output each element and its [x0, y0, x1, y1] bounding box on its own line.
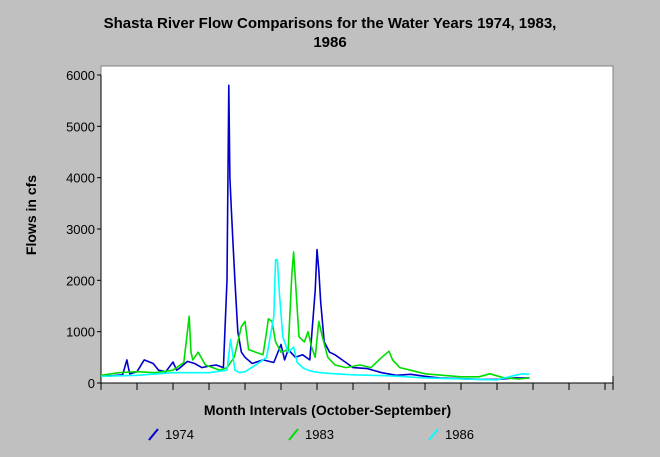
series-line-1986: [100, 258, 530, 381]
legend-item-1983: 1983: [287, 424, 334, 444]
legend-swatch-line: [148, 428, 159, 441]
legend-swatch-line: [428, 428, 439, 441]
legend-item-1986: 1986: [427, 424, 474, 444]
series-line-1983: [100, 251, 530, 380]
axes: 0 1000 2000 3000 4000 5000 6000: [66, 68, 614, 391]
legend-swatch-1974: [148, 428, 159, 441]
y-tick-label: 4000: [66, 171, 95, 186]
legend-swatch-1986: [428, 428, 439, 441]
y-tick-label: 2000: [66, 273, 95, 288]
legend-swatch-1983: [288, 428, 299, 441]
series-lines: [100, 84, 530, 381]
chart-title: Shasta River Flow Comparisons for the Wa…: [0, 14, 660, 52]
legend-label: 1983: [305, 426, 334, 442]
y-tick-label: 5000: [66, 119, 95, 134]
y-tick-label: 3000: [66, 222, 95, 237]
legend-item-1974: 1974: [147, 424, 194, 444]
plot-area: [100, 65, 614, 384]
y-tick-label: 0: [88, 376, 95, 391]
legend-label: 1974: [165, 426, 194, 442]
y-tick-label: 1000: [66, 325, 95, 340]
x-axis-label: Month Intervals (October-September): [203, 402, 452, 418]
chart-title-line2: 1986: [313, 34, 347, 51]
y-tick-label: 6000: [66, 68, 95, 83]
legend-label: 1986: [445, 426, 474, 442]
legend-swatch-line: [288, 428, 299, 441]
chart-title-line1: Shasta River Flow Comparisons for the Wa…: [103, 15, 557, 32]
